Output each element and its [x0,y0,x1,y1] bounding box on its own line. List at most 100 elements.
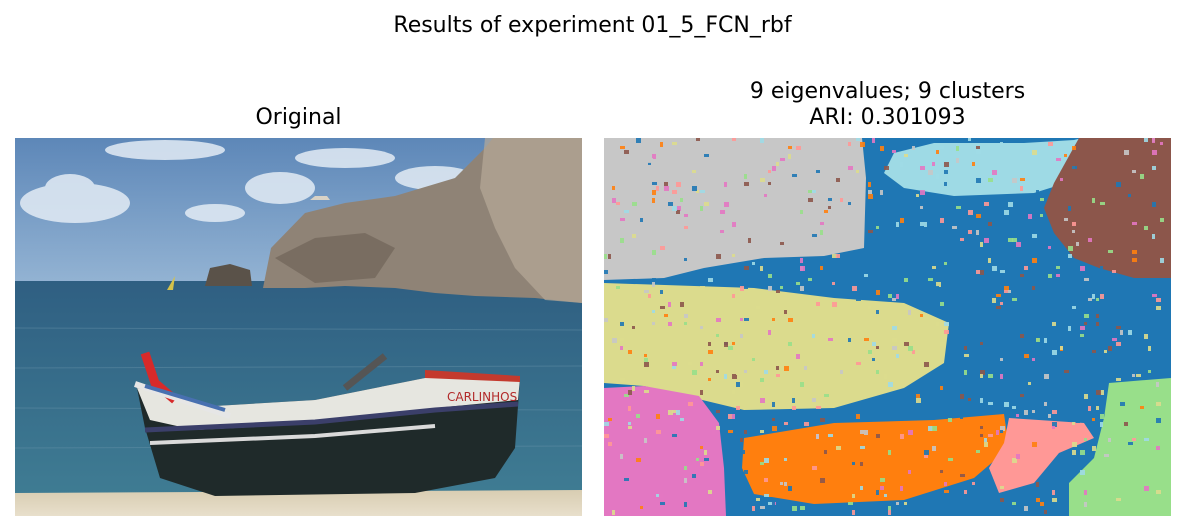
speckle-pixel [764,494,769,497]
speckle-pixel [776,162,779,166]
speckle-pixel [664,182,668,186]
speckle-pixel [1084,394,1088,399]
speckle-pixel [1052,422,1057,427]
speckle-pixel [1036,482,1039,487]
speckle-pixel [1080,326,1085,330]
speckle-pixel [664,314,668,317]
speckle-pixel [1096,314,1099,318]
speckle-pixel [788,146,792,149]
speckle-pixel [724,182,727,187]
speckle-pixel [660,142,663,147]
speckle-pixel [868,306,871,309]
speckle-pixel [816,302,820,306]
speckle-pixel [1072,442,1077,447]
speckle-pixel [808,190,812,193]
speckle-pixel [852,286,857,291]
speckle-pixel [1084,438,1087,441]
speckle-pixel [1040,214,1043,217]
speckle-pixel [988,374,993,378]
speckle-pixel [820,478,825,483]
speckle-pixel [980,342,983,345]
speckle-pixel [624,210,629,213]
speckle-pixel [632,322,637,327]
speckle-pixel [1160,258,1164,263]
speckle-pixel [716,254,721,259]
speckle-pixel [692,474,696,478]
speckle-pixel [1120,306,1125,310]
speckle-pixel [692,370,697,375]
speckle-pixel [892,298,896,301]
speckle-pixel [652,182,657,185]
speckle-pixel [1108,250,1113,253]
speckle-pixel [684,214,688,217]
speckle-pixel [1104,454,1109,457]
speckle-pixel [656,430,661,434]
speckle-pixel [940,146,944,149]
speckle-pixel [1048,142,1053,146]
speckle-pixel [944,482,947,486]
speckle-pixel [760,266,763,271]
boat-photo: CARLINHOS [15,138,582,516]
speckle-pixel [1096,406,1099,410]
speckle-pixel [760,430,764,433]
speckle-pixel [660,246,665,250]
speckle-pixel [744,174,747,179]
speckle-pixel [788,274,793,277]
cluster-middle-left [604,283,949,410]
speckle-pixel [708,470,712,473]
speckle-pixel [768,170,771,173]
speckle-pixel [1156,490,1161,494]
speckle-pixel [636,138,641,143]
speckle-pixel [624,150,629,154]
speckle-pixel [836,178,840,182]
speckle-pixel [708,342,711,346]
speckle-pixel [1072,222,1076,226]
speckle-pixel [1132,170,1136,173]
speckle-pixel [1048,414,1051,418]
speckle-pixel [656,186,659,191]
speckle-pixel [652,198,655,203]
speckle-pixel [1152,150,1157,155]
speckle-pixel [784,482,787,486]
speckle-pixel [788,154,791,159]
rock-islet [205,264,252,286]
speckle-pixel [904,486,908,491]
speckle-pixel [640,506,643,509]
speckle-pixel [732,138,736,141]
speckle-pixel [772,502,775,505]
speckle-pixel [768,502,772,505]
speckle-pixel [888,510,891,515]
speckle-pixel [960,474,965,477]
speckle-pixel [760,138,764,143]
speckle-pixel [636,414,640,418]
speckle-pixel [1112,338,1117,341]
speckle-pixel [820,266,823,270]
speckle-pixel [1112,270,1116,273]
speckle-pixel [740,450,745,454]
speckle-pixel [1020,334,1024,338]
speckle-pixel [760,398,765,403]
speckle-pixel [644,358,648,362]
speckle-pixel [648,294,651,298]
speckle-pixel [812,190,816,193]
speckle-pixel [860,486,863,490]
speckle-pixel [732,342,735,345]
speckle-pixel [912,350,915,354]
speckle-pixel [864,430,868,435]
speckle-pixel [700,462,704,466]
speckle-pixel [672,366,676,369]
speckle-pixel [744,318,749,321]
speckle-pixel [784,310,787,314]
speckle-pixel [924,362,929,367]
speckle-pixel [1156,298,1161,302]
speckle-pixel [1128,194,1131,197]
speckle-pixel [876,234,881,238]
speckle-pixel [1088,298,1092,301]
speckle-pixel [1020,178,1025,181]
cluster-bottom-right [1069,378,1171,516]
speckle-pixel [1004,286,1009,291]
speckle-pixel [720,230,724,233]
speckle-pixel [688,190,692,193]
speckle-pixel [1072,146,1076,150]
speckle-pixel [652,278,656,281]
